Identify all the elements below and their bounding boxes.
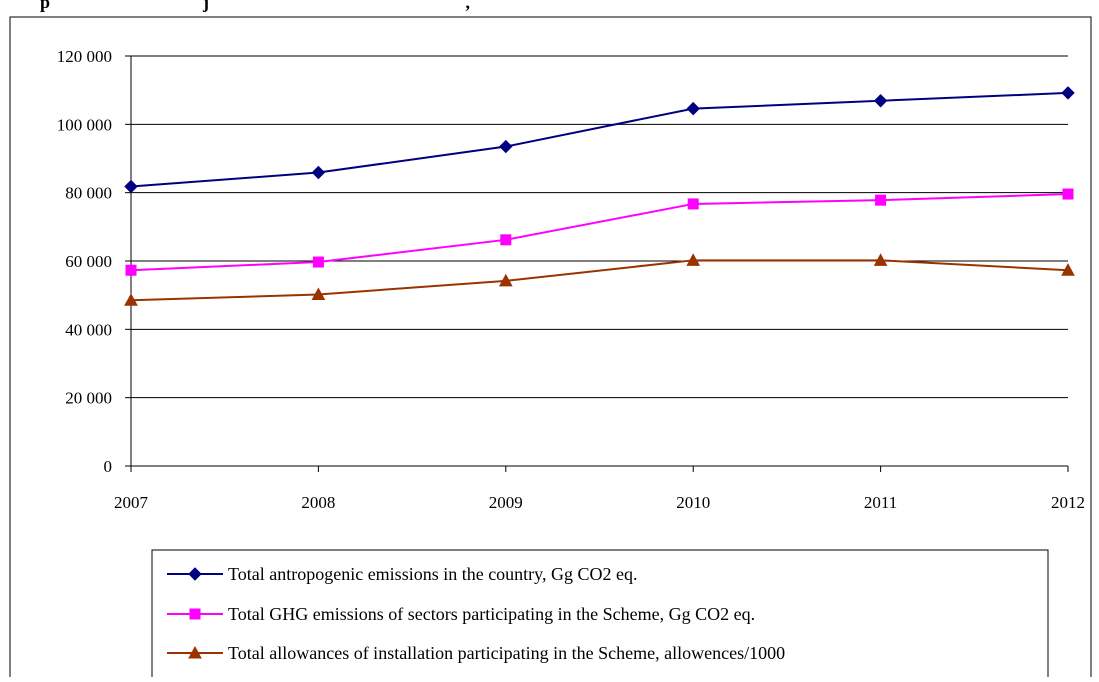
data-point [311, 287, 326, 300]
legend-entry-2: Total GHG emissions of sectors participa… [167, 604, 755, 624]
y-tick-label: 40 000 [65, 320, 112, 339]
legend-label: Total allowances of installation partici… [228, 643, 785, 663]
data-point [124, 293, 138, 306]
legend-label: Total GHG emissions of sectors participa… [228, 604, 755, 624]
x-tick-label: 2010 [676, 493, 710, 512]
data-point [499, 139, 513, 154]
y-tick-label: 0 [104, 457, 113, 476]
data-point [873, 253, 888, 266]
data-point [875, 194, 887, 206]
x-tick-label: 2012 [1051, 493, 1085, 512]
chart-frame [9, 16, 1092, 682]
data-point [873, 94, 888, 108]
data-point [686, 101, 700, 116]
series-line [130, 193, 1069, 272]
x-tick-label: 2007 [114, 493, 149, 512]
data-point [1061, 86, 1075, 100]
data-point [1061, 263, 1075, 276]
series-3 [124, 253, 1075, 306]
legend-swatch-marker [188, 645, 202, 659]
legend-label: Total antropogenic emissions in the coun… [228, 564, 638, 584]
x-tick-label: 2009 [489, 493, 523, 512]
series-2 [125, 188, 1074, 276]
data-point [311, 165, 326, 180]
series-line [130, 259, 1069, 302]
y-tick-label: 120 000 [57, 47, 112, 66]
legend-entry-3: Total allowances of installation partici… [167, 643, 785, 663]
y-tick-label: 20 000 [65, 389, 112, 408]
cropped-title: p j , [40, 0, 470, 12]
data-point [124, 179, 138, 194]
y-tick-label: 60 000 [65, 252, 112, 271]
grid-lines [131, 55, 1068, 399]
data-point [687, 198, 699, 210]
x-tick-label: 2011 [864, 493, 897, 512]
data-point [1062, 188, 1074, 200]
legend-box [151, 549, 1049, 682]
x-tick-label: 2008 [301, 493, 335, 512]
data-point [498, 273, 513, 287]
legend-swatch-marker [188, 567, 202, 581]
series-1 [124, 86, 1075, 194]
series-layer [124, 86, 1075, 306]
data-point [500, 234, 512, 246]
legend: Total antropogenic emissions in the coun… [151, 549, 1049, 682]
data-point [125, 264, 137, 276]
series-line [130, 91, 1069, 188]
y-tick-label: 100 000 [57, 115, 112, 134]
y-tick-label: 80 000 [65, 184, 112, 203]
data-point [312, 256, 324, 268]
legend-entry-1: Total antropogenic emissions in the coun… [167, 564, 638, 584]
data-point [686, 253, 701, 266]
axes: 0 20 000 40 000 60 000 80 000 100 000 120 000 2… [57, 47, 1085, 512]
legend-swatch-marker [189, 608, 201, 620]
